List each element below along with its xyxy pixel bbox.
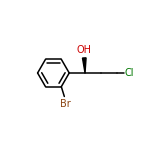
Text: Cl: Cl <box>125 68 135 78</box>
Polygon shape <box>83 58 86 73</box>
Text: Br: Br <box>60 99 71 109</box>
Text: OH: OH <box>77 45 92 55</box>
